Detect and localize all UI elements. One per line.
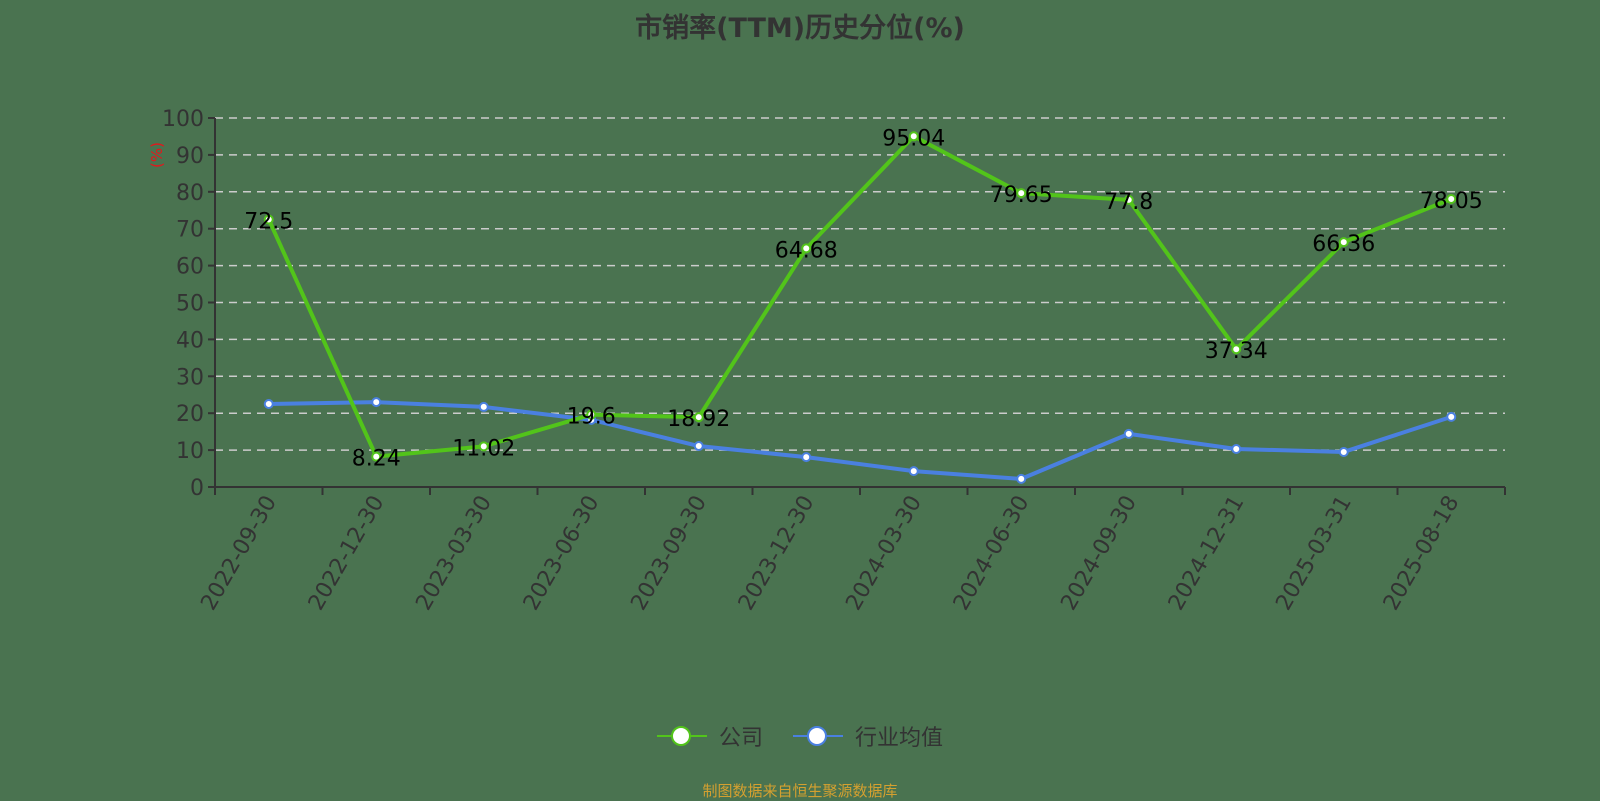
data-point[interactable]	[908, 131, 919, 142]
legend-label-company: 公司	[718, 726, 763, 751]
y-tick-label: 90	[176, 144, 204, 169]
x-axis: 2022-09-30 2022-12-30 2023-03-30 2023-06-30…	[196, 486, 1506, 615]
data-point[interactable]	[478, 401, 489, 412]
data-label: 77.8	[1104, 190, 1153, 215]
y-tick-label: 100	[162, 107, 204, 132]
data-point[interactable]	[801, 452, 812, 463]
data-point[interactable]	[1338, 237, 1349, 248]
x-tick-label: 2024-12-31	[1164, 492, 1250, 615]
x-tick-label: 2023-03-30	[411, 492, 497, 615]
data-point[interactable]	[1123, 194, 1134, 205]
data-point[interactable]	[1231, 443, 1242, 454]
x-tick-label: 2025-03-31	[1271, 492, 1357, 615]
y-tick-label: 80	[176, 181, 204, 206]
data-label: 66.36	[1312, 232, 1375, 257]
data-label: 78.05	[1420, 189, 1483, 214]
legend-marker-industry-icon	[793, 726, 843, 746]
series-line	[266, 134, 1452, 459]
data-point[interactable]	[693, 441, 704, 452]
data-point[interactable]	[586, 409, 597, 420]
legend-marker-company-icon	[656, 726, 707, 746]
data-labels: 72.5 8.24 11.02 19.6 18.92 64.68 95.04 79.65 77.…	[244, 126, 1482, 471]
series-line	[268, 400, 1452, 481]
data-point[interactable]	[908, 466, 919, 477]
data-point[interactable]	[1446, 193, 1457, 204]
x-tick-label: 2023-12-30	[734, 492, 820, 615]
chart-title: 市销率(TTM)历史分位(%)	[635, 13, 965, 44]
data-label: 37.34	[1205, 339, 1268, 364]
grid-lines	[215, 117, 1505, 451]
y-tick-label: 0	[190, 476, 204, 501]
y-axis-label: (%)	[148, 142, 166, 168]
data-label: 72.5	[244, 209, 293, 234]
legend-item-industry-avg[interactable]: 行业均值	[793, 720, 943, 752]
data-point[interactable]	[371, 397, 382, 408]
data-point[interactable]	[371, 451, 382, 462]
x-tick-label: 2022-12-30	[304, 492, 390, 615]
data-label: 11.02	[452, 436, 515, 461]
y-tick-label: 60	[176, 255, 204, 280]
data-label: 18.92	[667, 407, 730, 432]
x-tick-label: 2024-03-30	[841, 492, 927, 615]
y-tick-label: 50	[176, 292, 204, 317]
x-tick-label: 2024-09-30	[1056, 492, 1142, 615]
x-tick-label: 2023-06-30	[519, 492, 605, 615]
legend: 公司 行业均值	[0, 720, 1600, 752]
data-label: 8.24	[352, 447, 401, 472]
data-point[interactable]	[1446, 411, 1457, 422]
data-label: 19.6	[567, 405, 616, 430]
y-tick-label: 20	[176, 402, 204, 427]
legend-item-company[interactable]: 公司	[656, 720, 763, 752]
data-point[interactable]	[1338, 446, 1349, 457]
data-point[interactable]	[263, 398, 274, 409]
x-tick-label: 2022-09-30	[196, 492, 282, 615]
series-layer	[263, 131, 1457, 484]
y-tick-label: 70	[176, 218, 204, 243]
legend-label-industry-avg: 行业均值	[855, 726, 944, 751]
data-point[interactable]	[693, 412, 704, 423]
data-point[interactable]	[801, 243, 812, 254]
data-point[interactable]	[263, 214, 274, 225]
data-point[interactable]	[1231, 344, 1242, 355]
data-point[interactable]	[1016, 188, 1027, 199]
data-label: 79.65	[990, 183, 1053, 208]
x-tick-label: 2025-08-18	[1379, 492, 1465, 615]
data-point[interactable]	[478, 441, 489, 452]
data-label: 95.04	[882, 126, 945, 151]
y-tick-label: 40	[176, 328, 204, 353]
x-tick-label: 2024-06-30	[949, 492, 1035, 615]
y-tick-label: 10	[176, 439, 204, 464]
y-tick-label: 30	[176, 365, 204, 390]
x-tick-label: 2023-09-30	[626, 492, 712, 615]
data-point[interactable]	[1016, 473, 1027, 484]
y-axis: 0 10 20 30 40 50 60 70 80 90 100 (%)	[148, 107, 216, 501]
data-point[interactable]	[1123, 428, 1134, 439]
source-note: 制图数据来自恒生聚源数据库	[702, 782, 898, 800]
data-label: 64.68	[775, 238, 838, 263]
